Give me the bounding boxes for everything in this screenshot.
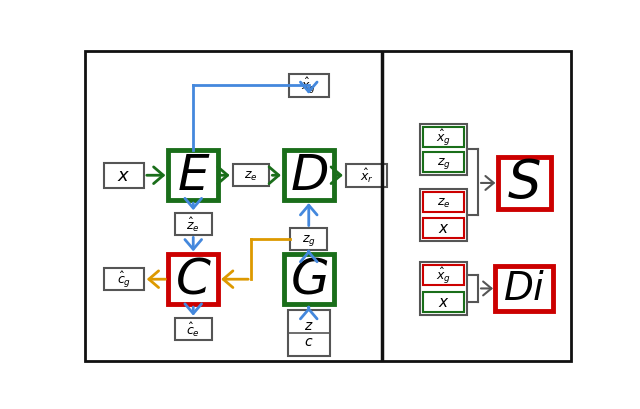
Bar xyxy=(284,254,334,304)
Text: $x$: $x$ xyxy=(117,167,131,185)
Bar xyxy=(289,74,329,97)
Bar xyxy=(424,153,463,173)
Bar xyxy=(424,266,463,285)
Text: $x$: $x$ xyxy=(438,296,449,310)
Bar xyxy=(424,292,463,312)
Text: $c$: $c$ xyxy=(304,334,314,348)
Bar xyxy=(168,151,218,201)
Text: $\hat{c}_g$: $\hat{c}_g$ xyxy=(117,270,131,290)
Bar xyxy=(495,266,553,311)
Bar xyxy=(424,128,463,147)
Bar xyxy=(232,165,269,187)
Bar xyxy=(346,164,387,187)
Text: $z$: $z$ xyxy=(304,319,314,333)
Text: $\hat{x}_r$: $\hat{x}_r$ xyxy=(360,167,374,185)
Text: $D$: $D$ xyxy=(290,151,328,200)
Bar xyxy=(104,269,144,290)
Bar xyxy=(420,190,467,241)
Text: $\hat{x}_g$: $\hat{x}_g$ xyxy=(436,266,451,285)
Text: $z_g$: $z_g$ xyxy=(302,232,316,247)
Text: $z_g$: $z_g$ xyxy=(436,155,451,170)
Bar xyxy=(175,213,212,235)
Text: $G$: $G$ xyxy=(290,255,328,304)
Text: $Di$: $Di$ xyxy=(503,270,546,308)
Text: $E$: $E$ xyxy=(177,151,210,200)
Bar xyxy=(498,157,550,210)
Bar xyxy=(175,319,212,340)
Text: $\hat{x}_g$: $\hat{x}_g$ xyxy=(436,128,451,147)
Bar xyxy=(284,151,334,201)
Bar xyxy=(424,218,463,238)
Text: $z_e$: $z_e$ xyxy=(244,169,258,182)
Bar xyxy=(104,164,144,188)
Text: $\hat{c}_e$: $\hat{c}_e$ xyxy=(186,320,200,339)
Text: $S$: $S$ xyxy=(508,158,541,209)
Text: $x$: $x$ xyxy=(438,221,449,235)
Bar xyxy=(424,193,463,213)
Bar xyxy=(420,263,467,316)
Text: $z_e$: $z_e$ xyxy=(436,196,451,209)
Bar xyxy=(288,310,330,356)
Bar xyxy=(420,124,467,176)
Text: $C$: $C$ xyxy=(175,255,212,304)
Bar xyxy=(168,254,218,304)
Text: $\hat{x}_g$: $\hat{x}_g$ xyxy=(301,76,316,96)
Text: $\hat{z}_e$: $\hat{z}_e$ xyxy=(186,215,200,233)
Bar xyxy=(291,229,327,250)
